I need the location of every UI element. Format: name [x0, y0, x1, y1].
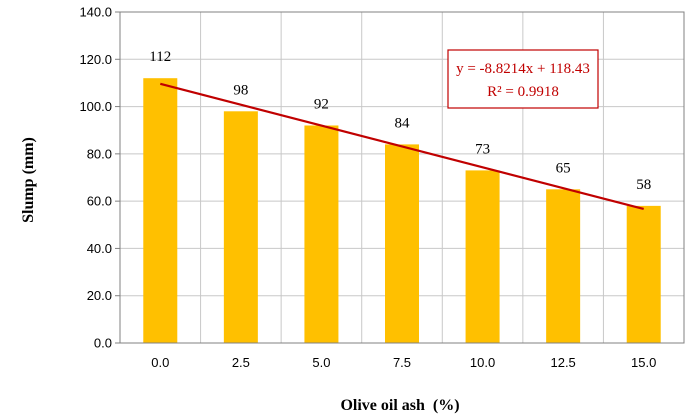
trendline-r-squared: R² = 0.9918	[487, 84, 559, 100]
y-tick-label: 60.0	[87, 194, 112, 209]
y-tick-label: 0.0	[94, 336, 112, 351]
bar	[546, 189, 581, 343]
data-label: 98	[233, 82, 248, 98]
bar	[626, 205, 661, 343]
data-label: 58	[636, 177, 651, 193]
equation-box-frame	[447, 49, 599, 109]
x-tick-label: 12.5	[550, 355, 575, 370]
y-axis-title: Slump (mm)	[20, 137, 37, 223]
x-tick-labels: 0.0 2.5 5.0 7.5 10.0 12.5 15.0	[151, 355, 656, 370]
data-label: 92	[314, 96, 329, 112]
x-tick-label: 10.0	[470, 355, 495, 370]
y-tick-label: 20.0	[87, 288, 112, 303]
data-label: 65	[556, 160, 571, 176]
x-axis-title: Olive oil ash (%)	[340, 397, 459, 414]
y-tick-label: 140.0	[79, 5, 112, 20]
bars	[143, 78, 661, 343]
data-labels: 112 98 92 84 73 65 58	[149, 49, 651, 193]
bar	[304, 125, 339, 343]
trendline	[160, 82, 644, 211]
plot-area-border	[119, 11, 685, 344]
equation-box: y = -8.8214x + 118.43 R² = 0.9918	[447, 49, 599, 109]
trendline-equation: y = -8.8214x + 118.43	[456, 61, 590, 77]
trendline-group	[160, 82, 644, 211]
data-label: 84	[395, 115, 411, 131]
bar	[385, 144, 419, 343]
bar	[223, 111, 258, 343]
x-tick-label: 2.5	[232, 355, 250, 370]
x-tick-label: 7.5	[393, 355, 411, 370]
axes	[119, 11, 685, 344]
y-tick-label: 40.0	[87, 241, 112, 256]
x-tick-label: 15.0	[631, 355, 656, 370]
y-tick-labels: 0.0 20.0 40.0 60.0 80.0 100.0 120.0 140.0	[79, 5, 112, 351]
bar	[143, 78, 178, 343]
bar	[465, 170, 500, 343]
data-label: 73	[475, 141, 490, 157]
y-tick-label: 80.0	[87, 146, 112, 161]
data-label: 112	[149, 49, 171, 65]
x-tick-label: 5.0	[312, 355, 330, 370]
y-tick-label: 120.0	[79, 52, 112, 67]
x-tick-label: 0.0	[151, 355, 169, 370]
y-tick-label: 100.0	[79, 99, 112, 114]
